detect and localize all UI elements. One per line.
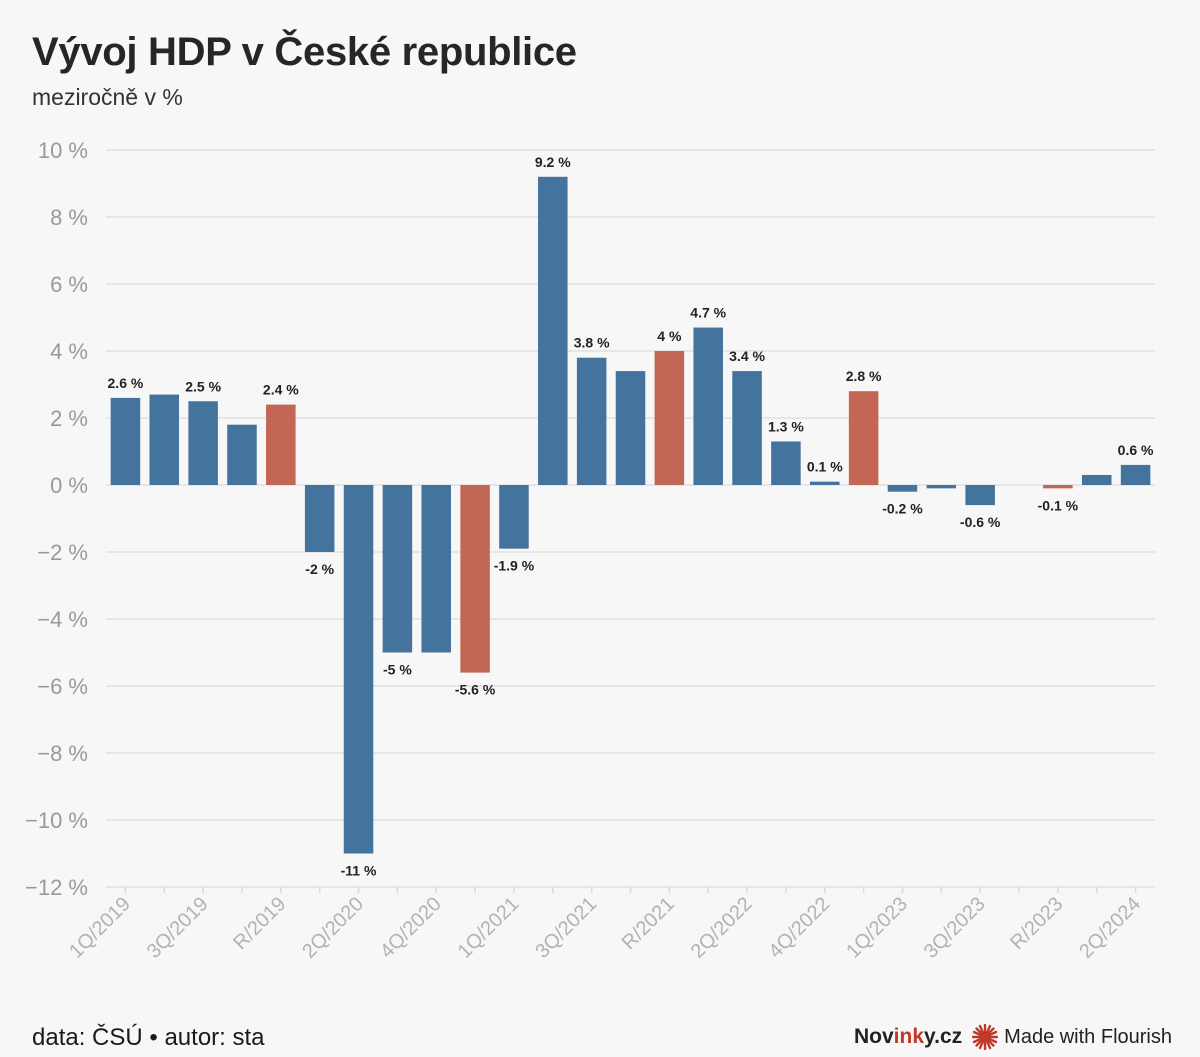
footer-branding: Novinky.cz Made with Flourish (854, 1024, 1172, 1050)
x-tick-label: R/2021 (618, 893, 679, 954)
bar-4Q/2019[interactable] (227, 424, 257, 485)
y-tick-label: −12 % (25, 875, 88, 900)
data-label: -1.9 % (494, 558, 535, 574)
bar-2Q/2020[interactable] (343, 485, 374, 854)
data-label: -0.6 % (960, 514, 1001, 530)
chart-title: Vývoj HDP v České republice (32, 30, 577, 74)
bar-2Q/2021[interactable] (538, 176, 568, 486)
data-label: 0.1 % (807, 459, 843, 475)
novinky-logo[interactable]: Novinky.cz (853, 1025, 963, 1048)
x-tick-label: R/2019 (229, 893, 290, 954)
x-tick-label: 2Q/2022 (687, 893, 757, 963)
x-tick-label: 4Q/2020 (376, 893, 446, 963)
bar-R/2022[interactable] (848, 391, 879, 485)
x-tick-label: 2Q/2024 (1075, 893, 1145, 963)
data-label: 4 % (657, 328, 682, 344)
flourish-link[interactable]: Made with Flourish (972, 1024, 1172, 1050)
flourish-star-icon (972, 1024, 999, 1050)
y-tick-label: −8 % (37, 741, 88, 766)
made-with-flourish-text: Made with Flourish (1004, 1025, 1172, 1048)
source-note: data: ČSÚ • autor: sta (32, 1024, 265, 1051)
bar-1Q/2024[interactable] (1081, 474, 1112, 485)
y-tick-label: −4 % (37, 607, 88, 632)
data-label: 2.6 % (108, 375, 144, 391)
bar-3Q/2020[interactable] (382, 485, 413, 653)
bar-R/2019[interactable] (266, 404, 296, 485)
y-tick-label: 8 % (50, 205, 88, 230)
bar-3Q/2019[interactable] (188, 401, 218, 485)
data-label: -11 % (341, 863, 377, 879)
data-label: -5 % (383, 662, 412, 678)
bar-1Q/2019[interactable] (110, 397, 141, 485)
x-axis: 1Q/2019 3Q/2019 R/2019 2Q/2020 4Q/2020 1Q/202… (65, 887, 1145, 963)
y-axis: 10 % 8 % 6 % 4 % 2 % 0 % −2 % −4 % −6 % −8 % −10 %… (25, 138, 88, 900)
data-label: 4.7 % (690, 305, 726, 321)
y-tick-label: −10 % (25, 808, 88, 833)
y-tick-label: −2 % (37, 540, 88, 565)
data-label: -0.2 % (882, 501, 923, 517)
data-label: 0.6 % (1118, 442, 1154, 458)
bar-2Q/2023[interactable] (926, 485, 957, 489)
y-tick-label: 6 % (50, 272, 88, 297)
data-label: 3.8 % (574, 335, 610, 351)
bar-1Q/2023[interactable] (887, 485, 918, 492)
x-tick-label: 1Q/2023 (842, 893, 912, 963)
x-tick-label: 3Q/2019 (143, 893, 213, 963)
bar-2Q/2024[interactable] (1120, 464, 1151, 485)
x-tick-label: 4Q/2022 (764, 893, 834, 963)
data-label: 9.2 % (535, 154, 571, 170)
chart-subtitle: meziročně v % (32, 84, 183, 110)
bar-1Q/2020[interactable] (304, 485, 335, 552)
y-tick-label: 2 % (50, 406, 88, 431)
x-tick-label: 3Q/2023 (920, 893, 990, 963)
bar-2Q/2019[interactable] (149, 394, 180, 485)
bar-R/2023[interactable] (1043, 485, 1073, 489)
bar-1Q/2021[interactable] (499, 485, 529, 549)
y-tick-label: −6 % (37, 674, 88, 699)
x-tick-label: 1Q/2019 (65, 893, 135, 963)
data-labels: 2.6 % 2.5 % 2.4 % -2 % -11 % -5 % -5.6 % -1.9 %… (108, 154, 1154, 879)
y-tick-label: 10 % (38, 138, 88, 163)
y-tick-label: 4 % (50, 339, 88, 364)
data-label: 2.8 % (846, 368, 882, 384)
x-tick-label: 2Q/2020 (298, 893, 368, 963)
data-label: 3.4 % (729, 348, 765, 364)
gdp-bar-chart: 10 % 8 % 6 % 4 % 2 % 0 % −2 % −4 % −6 % −8 % −10 %… (25, 138, 1155, 963)
data-label: 2.5 % (185, 378, 221, 394)
data-label: -0.1 % (1038, 497, 1079, 513)
bar-4Q/2021[interactable] (615, 371, 646, 485)
data-label: -2 % (305, 561, 334, 577)
bar-R/2020[interactable] (460, 485, 490, 673)
data-label: 2.4 % (263, 382, 299, 398)
x-tick-label: R/2023 (1006, 893, 1067, 954)
bar-3Q/2023[interactable] (965, 485, 995, 506)
x-tick-label: 3Q/2021 (531, 893, 601, 963)
bar-3Q/2021[interactable] (576, 357, 607, 485)
y-tick-label: 0 % (50, 473, 88, 498)
bar-R/2021[interactable] (654, 351, 685, 485)
data-label: -5.6 % (455, 682, 496, 698)
bars (110, 176, 1151, 854)
x-tick-label: 1Q/2021 (454, 893, 524, 963)
data-label: 1.3 % (768, 418, 804, 434)
bar-4Q/2022[interactable] (809, 481, 840, 485)
bar-3Q/2022[interactable] (771, 441, 801, 485)
bar-1Q/2022[interactable] (693, 327, 723, 485)
bar-4Q/2020[interactable] (421, 485, 452, 653)
bar-2Q/2022[interactable] (732, 371, 762, 485)
